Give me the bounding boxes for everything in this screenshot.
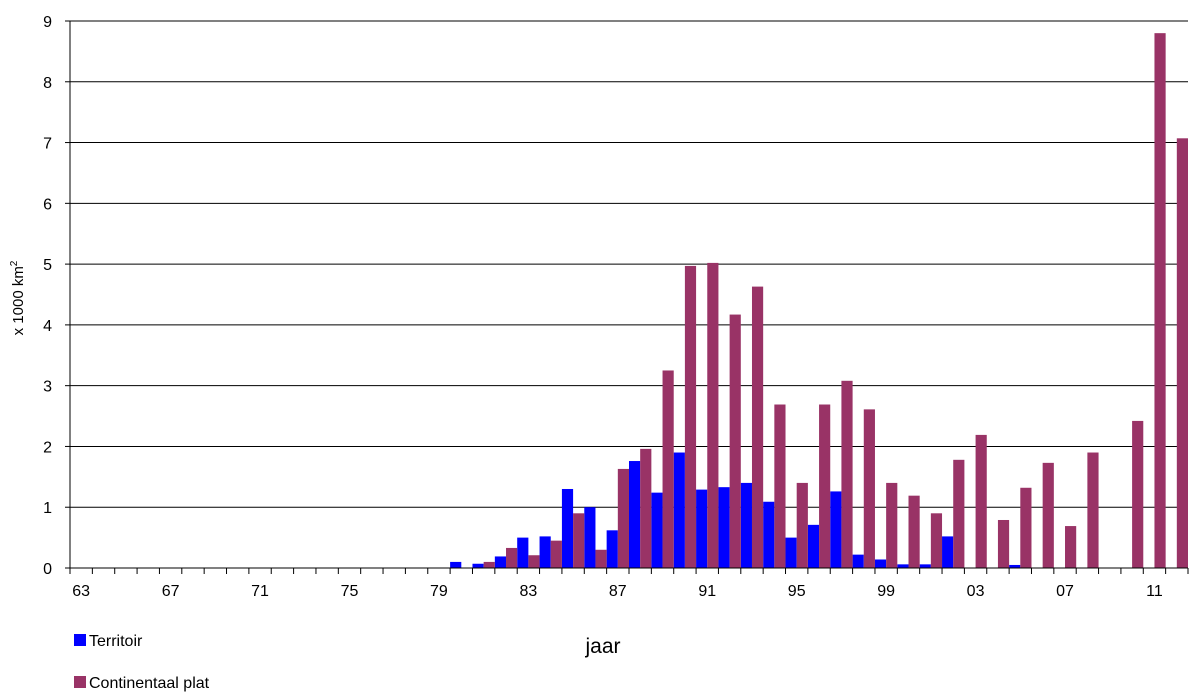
bar-continentaal-plat-84 <box>550 540 562 568</box>
x-axis-label: jaar <box>584 635 620 658</box>
bar-continentaal-plat-10 <box>1132 420 1144 568</box>
x-tick-label: 67 <box>162 583 180 600</box>
bar-continentaal-plat-06 <box>1042 462 1054 568</box>
y-tick-label: 2 <box>43 439 52 456</box>
x-tick-label: 83 <box>519 583 537 600</box>
bar-continentaal-plat-87 <box>617 468 629 568</box>
legend-swatch <box>74 676 86 688</box>
x-tick-label: 99 <box>877 583 895 600</box>
bar-territoir-86 <box>584 507 596 568</box>
x-tick-labels: 63 67 71 75 79 83 87 91 95 99 03 07 11 <box>72 583 1163 600</box>
x-tick-label: 87 <box>609 583 627 600</box>
bar-continentaal-plat-03 <box>975 434 987 568</box>
bar-territoir-96 <box>807 524 820 568</box>
legend: Territoir Continentaal plat <box>74 633 210 692</box>
bar-territoir-94 <box>763 501 775 568</box>
bar-continentaal-plat-94 <box>774 404 786 568</box>
bar-territoir-93 <box>740 482 752 568</box>
bar-territoir-95 <box>785 537 797 568</box>
bar-continentaal-plat-11 <box>1154 33 1166 569</box>
legend-swatch <box>74 634 86 646</box>
bar-continentaal-plat-96 <box>819 404 831 568</box>
y-tick-label: 7 <box>43 136 52 153</box>
bar-continentaal-plat-89 <box>662 370 674 568</box>
bar-continentaal-plat-88 <box>640 448 652 568</box>
bar-territoir-90 <box>673 452 685 568</box>
x-tick-label: 91 <box>698 583 716 600</box>
gridlines <box>70 20 1188 508</box>
legend-label: Continentaal plat <box>89 675 210 692</box>
bar-continentaal-plat-00 <box>908 495 920 568</box>
bar-continentaal-plat-05 <box>1020 487 1032 568</box>
bar-territoir-81 <box>472 563 484 568</box>
bar-territoir-87 <box>606 530 618 568</box>
bar-territoir-80 <box>450 561 462 568</box>
bar-continentaal-plat-08 <box>1087 452 1099 568</box>
bar-continentaal-plat-99 <box>886 482 898 568</box>
bar-territoir-85 <box>561 488 574 568</box>
y-axis-label-text: x 1000 km <box>10 266 27 335</box>
y-tick-label: 0 <box>43 561 52 578</box>
y-axis-label-superscript: 2 <box>9 260 20 266</box>
bar-continentaal-plat-97 <box>841 380 853 568</box>
x-tick-label: 95 <box>788 583 806 600</box>
y-tick-label: 4 <box>43 318 52 335</box>
bar-territoir-02 <box>942 536 954 568</box>
bar-continentaal-plat-93 <box>751 286 764 568</box>
bar-continentaal-plat-86 <box>595 549 607 568</box>
bars <box>450 33 1188 569</box>
bar-continentaal-plat-92 <box>729 314 741 568</box>
bar-territoir-82 <box>494 556 507 568</box>
bar-territoir-00 <box>897 564 909 568</box>
bar-territoir-99 <box>874 559 887 568</box>
bar-territoir-84 <box>539 536 551 568</box>
y-tick-label: 8 <box>43 75 52 92</box>
y-tick-label: 1 <box>43 500 52 517</box>
bar-territoir-05 <box>1009 564 1021 568</box>
bar-continentaal-plat-12 <box>1176 138 1188 569</box>
bar-territoir-92 <box>718 487 730 568</box>
bar-continentaal-plat-01 <box>930 513 943 568</box>
x-tick-label: 07 <box>1056 583 1074 600</box>
bar-continentaal-plat-04 <box>997 519 1010 568</box>
bar-continentaal-plat-95 <box>796 482 808 568</box>
x-tick-label: 79 <box>430 583 448 600</box>
x-tick-label: 11 <box>1146 583 1163 600</box>
bar-continentaal-plat-91 <box>707 262 719 568</box>
y-tick-label: 9 <box>43 14 52 31</box>
bar-territoir-97 <box>830 491 842 568</box>
bar-territoir-01 <box>919 564 931 568</box>
x-tick-label: 75 <box>341 583 359 600</box>
bar-continentaal-plat-98 <box>863 409 875 568</box>
y-tick-labels: 0 1 2 3 4 5 6 7 8 9 <box>43 14 52 578</box>
bar-territoir-98 <box>852 554 864 568</box>
x-tick-label: 63 <box>72 583 90 600</box>
bar-continentaal-plat-90 <box>684 265 697 568</box>
x-tick-label: 03 <box>967 583 985 600</box>
x-tick-label: 71 <box>251 583 269 600</box>
bar-continentaal-plat-85 <box>573 513 585 568</box>
bar-continentaal-plat-81 <box>483 561 495 568</box>
y-tick-label: 3 <box>43 379 52 396</box>
bar-territoir-91 <box>696 489 708 568</box>
bar-territoir-83 <box>517 537 529 568</box>
bar-continentaal-plat-82 <box>506 547 518 568</box>
bar-continentaal-plat-07 <box>1065 526 1077 568</box>
axes <box>65 20 1189 574</box>
y-axis-label: x 1000 km2 <box>9 260 27 335</box>
y-tick-label: 6 <box>43 196 52 213</box>
y-tick-label: 5 <box>43 257 52 274</box>
legend-label: Territoir <box>89 633 143 650</box>
bar-continentaal-plat-02 <box>953 459 965 568</box>
bar-territoir-89 <box>651 492 663 568</box>
bar-territoir-88 <box>629 461 641 568</box>
bar-continentaal-plat-83 <box>528 555 540 568</box>
